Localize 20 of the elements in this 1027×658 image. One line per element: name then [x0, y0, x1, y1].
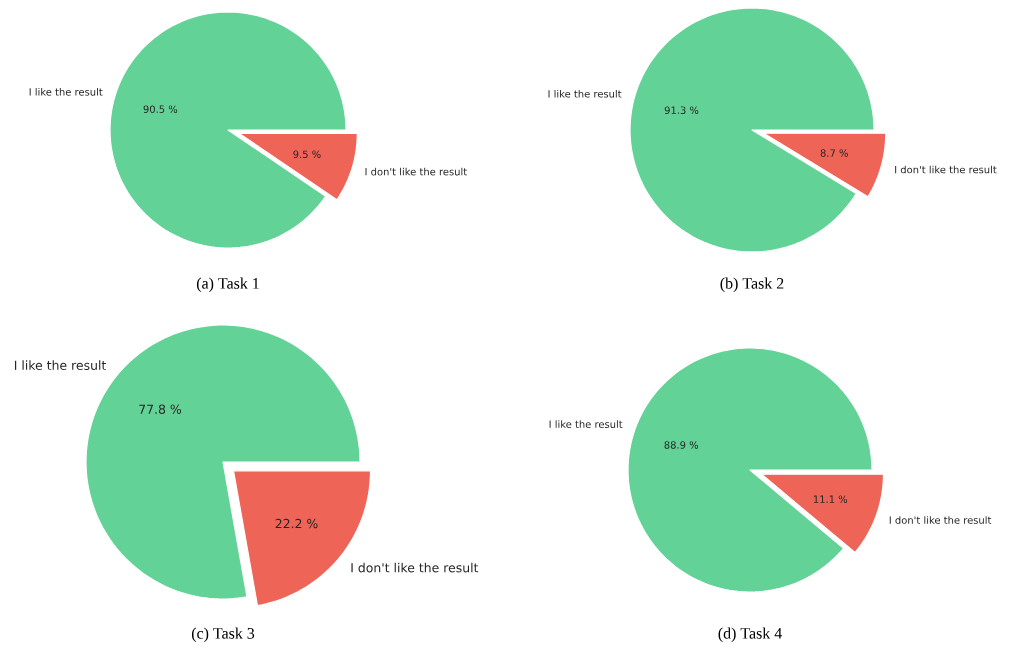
data-label: 88.9 % — [664, 441, 699, 449]
data-label: 22.2 % — [275, 518, 318, 529]
slice-label: I don't like the result — [889, 516, 992, 524]
data-label: 11.1 % — [813, 495, 848, 503]
slice-label: I don't like the result — [365, 167, 467, 176]
slice-label: I like the result — [549, 420, 623, 428]
slice-label: I like the result — [29, 87, 103, 96]
slice-label: I like the result — [548, 89, 622, 98]
text: (c) Task 3 — [191, 627, 255, 642]
slice-label: I don't like the result — [351, 562, 479, 573]
data-label: 91.3 % — [664, 106, 699, 114]
slice-label: I don't like the result — [895, 165, 997, 174]
text: (d) Task 4 — [718, 627, 782, 642]
data-label: 9.5 % — [293, 150, 321, 159]
text: (b) Task 2 — [720, 277, 784, 292]
data-label: 90.5 % — [143, 105, 178, 113]
data-label: 8.7 % — [820, 149, 848, 157]
slice-label: I like the result — [14, 360, 107, 371]
data-label: 77.8 % — [139, 404, 182, 414]
text: (a) Task 1 — [196, 277, 259, 292]
